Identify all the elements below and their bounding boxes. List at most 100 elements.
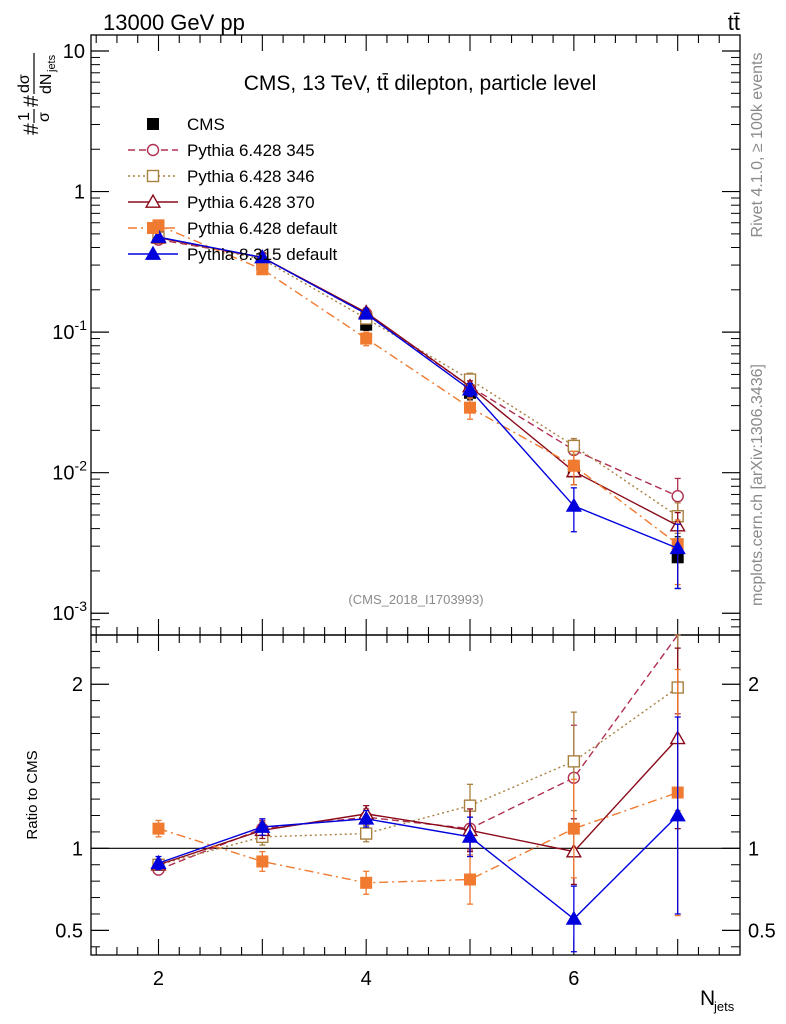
legend-marker <box>146 143 160 157</box>
legend-marker <box>146 169 160 183</box>
svg-text:jets: jets <box>713 999 735 1014</box>
ratio-y-tick-label-right: 1 <box>748 838 759 860</box>
svg-text:1: 1 <box>16 112 33 121</box>
svg-text:jets: jets <box>46 54 58 73</box>
main-data-point <box>358 305 375 320</box>
ratio-data-point <box>461 828 479 843</box>
legend-marker <box>147 118 159 130</box>
ratio-series-pythia-6-428-346 <box>152 634 684 871</box>
main-data-point <box>461 381 479 396</box>
main-y-tick-label: 10-2 <box>52 458 87 485</box>
ratio-y-tick-label: 1 <box>72 838 83 860</box>
svg-text:dσ: dσ <box>16 74 33 93</box>
ratio-data-point <box>669 807 686 822</box>
main-data-point <box>565 497 582 512</box>
legend-label: Pythia 8.315 default <box>187 245 338 264</box>
ratio-data-point <box>254 818 271 833</box>
ratio-y-tick-label-right: 0.5 <box>748 920 776 942</box>
svg-text:N: N <box>700 987 715 1010</box>
x-tick-label: 2 <box>153 968 164 990</box>
main-series-line <box>158 236 679 527</box>
analysis-id-label: (CMS_2018_I1703993) <box>348 592 483 607</box>
legend-item: CMS <box>147 115 225 134</box>
x-tick-label: 6 <box>568 968 579 990</box>
ratio-series-pythia-6-428-default <box>152 668 684 917</box>
legend-marker <box>144 193 162 208</box>
ratio-series-pythia-6-428-370 <box>150 647 686 886</box>
legend-item: Pythia 6.428 345 <box>128 141 315 160</box>
main-series-line <box>158 224 679 545</box>
legend-item: Pythia 8.315 default <box>128 245 338 264</box>
ratio-plot-frame <box>90 634 741 956</box>
main-data-point <box>150 228 167 243</box>
ratio-data-point <box>359 827 373 840</box>
ratio-series-pythia-8-315-default <box>150 716 686 953</box>
ratio-data-point <box>150 854 167 869</box>
ratio-data-point <box>464 873 477 886</box>
x-axis-label: N jets <box>700 987 735 1014</box>
main-series-pythia-6-428-370 <box>150 229 686 543</box>
main-data-point <box>254 249 271 264</box>
ratio-data-point <box>152 822 165 835</box>
main-data-point <box>567 439 581 453</box>
main-data-point <box>464 401 477 414</box>
rivet-version-label: Rivet 4.1.0, ≥ 100k events <box>749 53 766 238</box>
main-y-tick-label: 10-1 <box>52 317 87 344</box>
main-y-tick-label: 10 <box>63 41 85 63</box>
main-plot-title: CMS, 13 TeV, tt̄ dilepton, particle leve… <box>244 72 597 95</box>
mcplots-source-label: mcplots.cern.ch [arXiv:1306.3436] <box>749 364 766 606</box>
legend: CMS Pythia 6.428 345 Pythia 6.428 346 Pythi… <box>128 115 338 264</box>
ratio-y-tick-label: 0.5 <box>55 920 83 942</box>
main-series-line <box>158 236 679 517</box>
svg-text:#: # <box>20 95 43 107</box>
ratio-data-point <box>565 910 582 925</box>
main-data-point <box>671 490 684 503</box>
legend-item: Pythia 6.428 346 <box>128 167 315 186</box>
legend-label: CMS <box>187 115 225 134</box>
ratio-data-point <box>567 822 580 835</box>
main-series-cms <box>152 225 684 590</box>
main-y-axis-label: # 1 σ # dσ dN jets <box>16 53 58 135</box>
legend-item: Pythia 6.428 370 <box>128 193 315 212</box>
legend-item: Pythia 6.428 default <box>128 219 338 238</box>
legend-label: Pythia 6.428 370 <box>187 193 315 212</box>
legend-label: Pythia 6.428 346 <box>187 167 315 186</box>
legend-label: Pythia 6.428 default <box>187 219 338 238</box>
header-process-label: tt̄ <box>728 10 740 35</box>
ratio-data-point <box>567 755 581 768</box>
ratio-series-pythia-6-428-345 <box>152 634 681 876</box>
main-series-line <box>158 236 678 549</box>
main-series-pythia-8-315-default <box>150 228 686 590</box>
svg-text:dN: dN <box>38 74 55 94</box>
legend-label: Pythia 6.428 345 <box>187 141 315 160</box>
ratio-y-tick-label-right: 2 <box>748 674 759 696</box>
ratio-y-axis-label: Ratio to CMS <box>24 750 41 839</box>
ratio-data-point <box>358 810 375 825</box>
main-data-point <box>360 332 373 345</box>
main-y-tick-label: 10-3 <box>52 598 87 625</box>
main-series-line <box>158 238 678 497</box>
ratio-y-tick-label: 2 <box>72 674 83 696</box>
ratio-series-line <box>158 737 679 866</box>
ratio-data-point <box>256 855 269 868</box>
ratio-series-line <box>158 815 679 920</box>
svg-text:#: # <box>20 123 43 135</box>
main-data-point <box>256 263 269 276</box>
legend-marker <box>147 222 159 234</box>
svg-text:σ: σ <box>36 112 53 122</box>
x-tick-label: 4 <box>361 968 372 990</box>
ratio-plot-area: 2 4 6 0.5 0.5 1 1 2 2 <box>55 634 776 990</box>
main-series-pythia-6-428-345 <box>152 233 684 523</box>
ratio-series-line <box>158 686 679 866</box>
ratio-data-point <box>360 876 373 889</box>
legend-marker <box>144 245 162 260</box>
main-y-tick-label: 1 <box>74 182 85 204</box>
main-data-point <box>669 539 686 555</box>
header-collision-label: 13000 GeV pp <box>103 10 245 35</box>
main-series-pythia-6-428-default <box>152 219 684 586</box>
ratio-series-line <box>158 634 679 871</box>
main-data-point <box>567 459 580 472</box>
ratio-series-line <box>158 791 678 884</box>
